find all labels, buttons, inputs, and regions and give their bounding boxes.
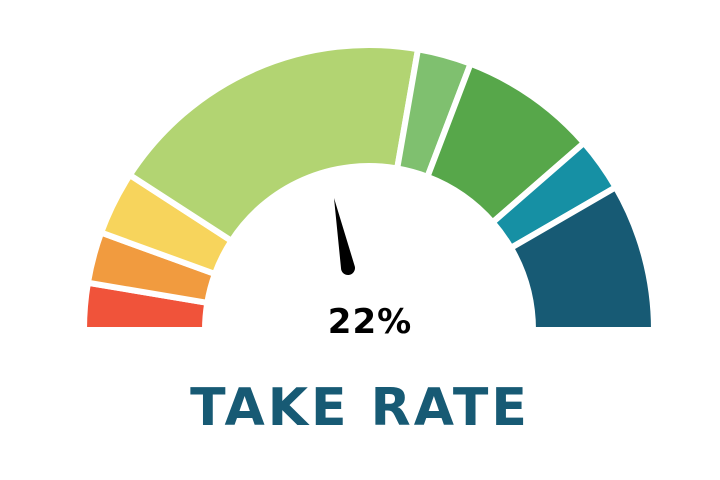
gauge-segments (0, 42, 720, 390)
gauge-value-label: 22% (327, 302, 413, 342)
gauge-baseline-mask (0, 330, 720, 390)
gauge-segment-4 (125, 42, 422, 245)
gauge-needle (334, 198, 355, 275)
gauge-title: TAKE RATE (190, 378, 530, 438)
